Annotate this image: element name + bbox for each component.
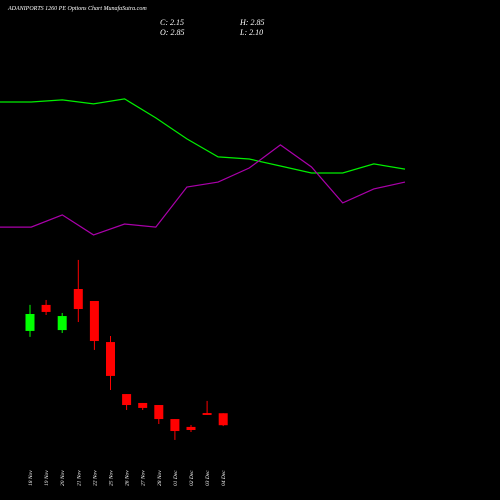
info-high: H: 2.85 [239, 18, 264, 27]
x-tick-label: 27 Nov [141, 470, 147, 486]
x-tick-label: 21 Nov [76, 470, 82, 486]
candle-body [186, 426, 196, 431]
candle-body [89, 300, 99, 342]
x-tick-label: 04 Dec [220, 470, 227, 486]
candle-body [57, 316, 67, 331]
x-tick-label: 25 Nov [109, 470, 115, 486]
x-tick-label: 26 Nov [125, 470, 131, 486]
candle-body [218, 413, 228, 426]
chart-title: ADANIPORTS 1260 PE Options Chart MunafaS… [7, 5, 147, 12]
indicator-line [0, 144, 406, 236]
indicator-line [0, 98, 406, 174]
candle-body [154, 405, 164, 420]
x-tick-label: 22 Nov [92, 470, 98, 486]
info-open: O: 2.85 [160, 28, 184, 37]
candle-body [41, 304, 51, 312]
x-tick-label: 28 Nov [157, 470, 163, 486]
x-tick-label: 20 Nov [60, 470, 66, 486]
info-close: C: 2.15 [160, 18, 184, 27]
x-tick-label: 18 Nov [28, 470, 34, 486]
candle-body [138, 402, 148, 408]
info-low: L: 2.10 [239, 28, 263, 37]
candle-body [122, 394, 132, 406]
candle-body [202, 413, 212, 415]
x-tick-label: 19 Nov [44, 470, 50, 486]
candle-body [106, 342, 115, 376]
x-tick-label: 02 Dec [189, 470, 195, 486]
candle-body [170, 419, 180, 432]
candle-body [73, 289, 83, 310]
candle-body [25, 313, 35, 331]
x-tick-label: 01 Dec [173, 470, 179, 486]
x-tick-label: 03 Dec [205, 470, 211, 486]
